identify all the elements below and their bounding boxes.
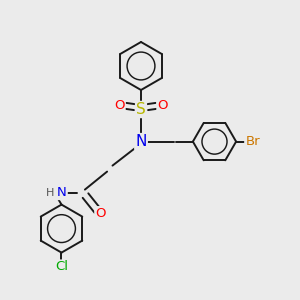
- Text: Br: Br: [245, 135, 260, 148]
- Text: Cl: Cl: [55, 260, 68, 274]
- Text: N: N: [135, 134, 147, 149]
- Text: N: N: [57, 186, 67, 199]
- Text: O: O: [157, 99, 168, 112]
- Text: O: O: [114, 99, 125, 112]
- Text: S: S: [136, 102, 146, 117]
- Text: O: O: [95, 207, 106, 220]
- Text: H: H: [46, 188, 55, 198]
